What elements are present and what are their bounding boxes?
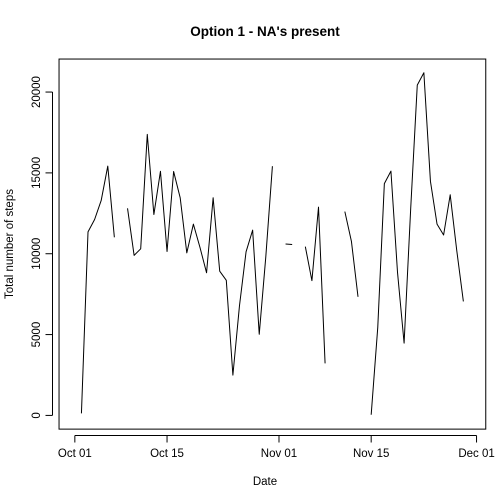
series-segment (80, 165, 115, 414)
x-tick-label: Dec 01 (458, 448, 494, 460)
y-axis-label: Total number of steps (4, 189, 16, 299)
x-tick-label: Nov 15 (353, 448, 389, 460)
series-segment (127, 133, 273, 376)
y-tick-label: 20000 (31, 76, 43, 108)
series-segment (304, 206, 326, 364)
data-series (80, 72, 464, 415)
y-tick-label: 10000 (31, 238, 43, 270)
x-tick-label: Oct 15 (150, 448, 184, 460)
x-axis: Oct 01 Oct 15 Nov 01 Nov 15 Dec 01 (58, 435, 495, 460)
x-tick-label: Nov 01 (261, 448, 297, 460)
chart-title: Option 1 - NA's present (190, 24, 340, 39)
y-axis: 0 5000 10000 15000 20000 (31, 76, 53, 419)
x-tick-label: Oct 01 (58, 448, 92, 460)
series-segment (370, 72, 464, 415)
x-axis-label: Date (253, 476, 277, 488)
y-tick-label: 5000 (31, 322, 43, 348)
y-tick-label: 15000 (31, 157, 43, 189)
series-segment (344, 211, 359, 297)
y-tick-label: 0 (31, 412, 43, 418)
plot-frame (58, 58, 487, 430)
